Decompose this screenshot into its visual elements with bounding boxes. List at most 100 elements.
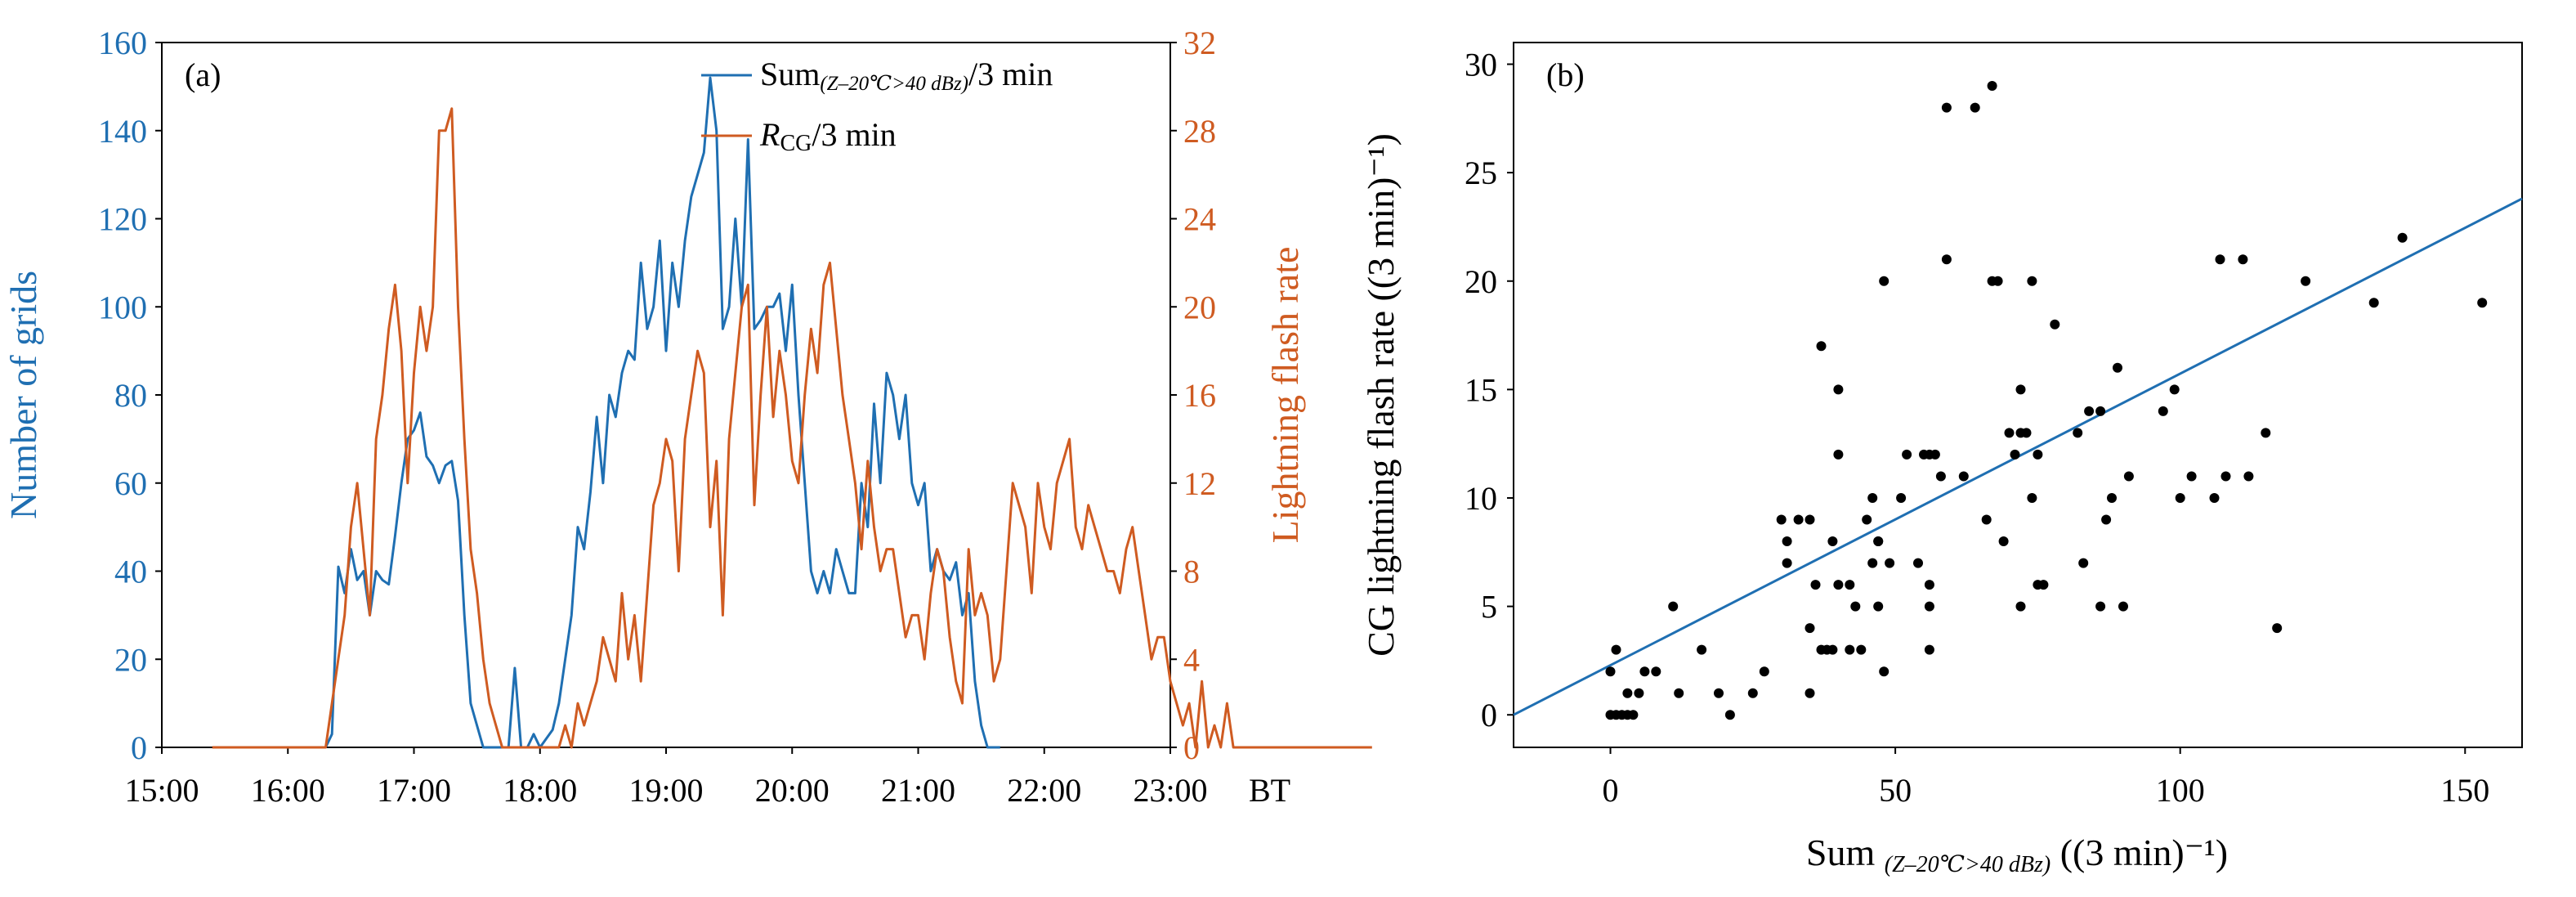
b-y-tick-label: 10 [1465,480,1497,517]
panel-b-label: (b) [1546,56,1585,93]
scatter-point [2015,601,2026,612]
scatter-point [1805,688,1815,698]
scatter-point [2243,471,2254,482]
scatter-point [1805,623,1815,634]
scatter-point [2238,254,2248,265]
scatter-point [1759,666,1769,677]
scatter-point [2010,449,2020,460]
x-tick-label: 21:00 [881,772,955,809]
x-tick-label: 23:00 [1133,772,1207,809]
scatter-point [1998,536,2009,546]
b-y-tick-label: 5 [1481,589,1497,626]
scatter-point [2220,471,2231,482]
scatter-point [1639,666,1650,677]
scatter-point [1782,558,1792,568]
scatter-point [2209,493,2220,503]
left-tick-label: 40 [114,554,147,590]
scatter-point [2113,362,2122,373]
left-tick-label: 80 [114,377,147,414]
scatter-point [1867,558,1878,568]
scatter-point [1697,644,1707,655]
b-x-tick-label: 50 [1879,772,1912,809]
x-tick-label: 15:00 [124,772,199,809]
panel-b-y-axis-label: CG lightning flash rate ((3 min)⁻¹) [1360,133,1402,657]
left-tick-label: 0 [131,729,147,766]
panel-b-y-axis-ticks: 0 5 10 15 20 25 30 [1465,47,1514,733]
scatter-point [2038,580,2049,590]
scatter-point [1833,580,1844,590]
scatter-point [2095,601,2106,612]
scatter-point [1651,666,1661,677]
scatter-point [1958,471,1969,482]
scatter-point [1668,601,1679,612]
b-y-tick-label: 30 [1465,47,1497,83]
series-sum-line [324,76,1000,749]
scatter-point [2272,623,2283,634]
legend-rcg-main: R [759,116,780,153]
scatter-point [2175,493,2185,503]
panel-a-series [212,76,1372,749]
scatter-point [2186,471,2197,482]
x-tick-label: 22:00 [1007,772,1081,809]
scatter-point [2004,428,2015,438]
scatter-point [1913,558,1923,568]
panel-a-left-axis-ticks: 0 20 40 60 80 100 120 140 160 [98,25,162,766]
scatter-point [1845,580,1855,590]
right-tick-label: 32 [1183,25,1216,61]
scatter-point [1924,580,1934,590]
panel-b-x-axis-label: Sum (Z–20℃>40 dBz) ((3 min)⁻¹) [1806,832,2228,877]
scatter-point [1856,644,1867,655]
scatter-point [1981,514,1992,525]
scatter-point [1902,449,1912,460]
series-rcg-line [212,107,1372,749]
legend-rcg-label: RCG/3 min [759,116,897,156]
b-x-tick-label: 100 [2156,772,2205,809]
scatter-point [1879,276,1890,286]
scatter-point [1724,710,1735,720]
panel-b-x-label-main: Sum [1806,832,1885,873]
scatter-point [2368,298,2379,308]
panel-a-x-axis-label: BT [1249,772,1290,809]
scatter-point [1782,536,1792,546]
scatter-point [1714,688,1724,698]
b-x-tick-label: 150 [2440,772,2489,809]
scatter-point [1833,449,1844,460]
b-x-tick-label: 0 [1603,772,1619,809]
scatter-point [1805,514,1815,525]
scatter-point [1622,688,1633,698]
scatter-point [1793,514,1804,525]
panel-a-right-axis-label: Lightning flash rate [1264,247,1306,544]
scatter-point [2033,449,2043,460]
scatter-point [1827,536,1838,546]
right-tick-label: 24 [1183,201,1216,238]
scatter-point [2123,471,2134,482]
scatter-point [1873,536,1884,546]
scatter-point [1862,514,1872,525]
x-tick-label: 19:00 [628,772,703,809]
scatter-point [1674,688,1684,698]
panel-a: 0 20 40 60 80 100 120 140 160 0 4 8 12 16 20 24 28 32 15… [2,25,1372,809]
panel-a-left-axis-label: Number of grids [2,271,44,519]
left-tick-label: 160 [98,25,147,61]
scatter-point [1896,493,1907,503]
scatter-point [2301,276,2311,286]
panel-a-legend: Sum(Z–20℃>40 dBz)/3 min RCG/3 min [701,56,1053,156]
scatter-point [1605,666,1616,677]
scatter-point [2084,406,2095,416]
b-y-tick-label: 20 [1465,263,1497,300]
scatter-point [1747,688,1758,698]
b-y-tick-label: 15 [1465,371,1497,408]
scatter-point [2095,406,2106,416]
scatter-point [2101,514,2112,525]
x-tick-label: 20:00 [755,772,830,809]
scatter-point [1924,644,1934,655]
scatter-point [1850,601,1861,612]
scatter-point [1935,471,1946,482]
b-y-tick-label: 0 [1481,697,1497,733]
scatter-point [2158,406,2168,416]
right-tick-label: 12 [1183,465,1216,502]
panel-a-label: (a) [185,56,221,93]
legend-rcg-sub: CG [780,131,812,156]
scatter-point [1810,580,1821,590]
